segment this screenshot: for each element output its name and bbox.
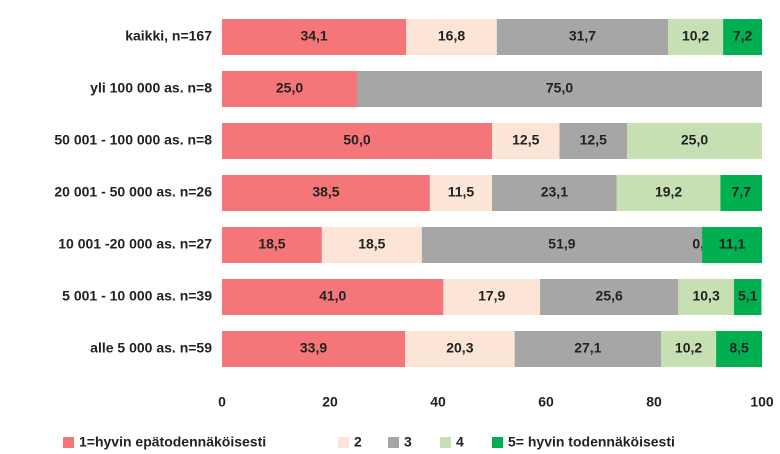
x-tick-label: 60 (538, 394, 554, 410)
value-label: 10,2 (682, 28, 709, 44)
bar-segment (421, 227, 703, 263)
legend-swatch (440, 437, 451, 448)
bar-segment (222, 19, 407, 55)
x-tick-label: 100 (750, 394, 774, 410)
value-label: 25,0 (681, 132, 708, 148)
value-label: 51,9 (548, 236, 575, 252)
bar-segment (514, 331, 662, 367)
x-tick-label: 80 (646, 394, 662, 410)
value-label: 38,5 (312, 184, 339, 200)
value-label: 10,3 (692, 288, 719, 304)
value-label: 25,0 (276, 80, 303, 96)
bar-segment (222, 227, 322, 263)
bar-segment (222, 279, 444, 315)
bar-segment (492, 175, 617, 211)
value-label: 16,8 (438, 28, 465, 44)
value-label: 25,6 (596, 288, 623, 304)
x-tick-label: 0 (218, 394, 226, 410)
value-label: 7,2 (733, 28, 753, 44)
bar-segment (540, 279, 679, 315)
bar-segment (723, 19, 762, 55)
value-label: 8,5 (729, 340, 749, 356)
bar-segment (222, 123, 492, 159)
category-label: yli 100 000 as. n=8 (90, 80, 212, 96)
value-label: 23,1 (541, 184, 568, 200)
bar-segment (357, 71, 762, 107)
value-label: 19,2 (655, 184, 682, 200)
bar-segment (492, 123, 560, 159)
legend-label: 5= hyvin todennäköisesti (508, 434, 675, 450)
value-label: 11,1 (719, 236, 746, 252)
category-label: 5 001 - 10 000 as. n=39 (62, 288, 212, 304)
value-label: 50,0 (343, 132, 370, 148)
category-label: alle 5 000 as. n=59 (90, 340, 212, 356)
x-tick-label: 40 (430, 394, 446, 410)
bar-segment (321, 227, 422, 263)
category-label: 10 001 -20 000 as. n=27 (58, 236, 212, 252)
value-label: 20,3 (446, 340, 473, 356)
bar-segment (733, 279, 762, 315)
bar-segment (627, 123, 762, 159)
legend-swatch (338, 437, 349, 448)
x-tick-label: 20 (322, 394, 338, 410)
legend-label: 4 (456, 434, 464, 450)
bar-segment (559, 123, 627, 159)
bar-segment (496, 19, 669, 55)
bar-segment (405, 331, 515, 367)
value-label: 41,0 (319, 288, 346, 304)
bar-segment (668, 19, 724, 55)
value-label: 75,0 (546, 80, 573, 96)
value-label: 34,1 (300, 28, 327, 44)
value-label: 11,5 (448, 184, 475, 200)
legend-label: 1=hyvin epätodennäköisesti (79, 434, 266, 450)
legend-label: 2 (354, 434, 362, 450)
value-label: 33,9 (300, 340, 327, 356)
value-label: 27,1 (574, 340, 601, 356)
bar-segment (716, 331, 762, 367)
category-label: kaikki, n=167 (125, 28, 212, 44)
category-label: 50 001 - 100 000 as. n=8 (54, 132, 212, 148)
value-label: 31,7 (569, 28, 596, 44)
value-label: 5,1 (738, 288, 758, 304)
value-label: 12,5 (512, 132, 539, 148)
value-label: 7,7 (731, 184, 751, 200)
bar-segment (222, 71, 357, 107)
category-label: 20 001 - 50 000 as. n=26 (54, 184, 212, 200)
bar-segment (429, 175, 492, 211)
bar-segment (222, 175, 430, 211)
bar-segment (661, 331, 717, 367)
bar-segment (720, 175, 762, 211)
value-label: 18,5 (258, 236, 285, 252)
bar-segment (443, 279, 541, 315)
value-label: 10,2 (675, 340, 702, 356)
bar-segment (678, 279, 734, 315)
bar-segment (222, 331, 406, 367)
value-label: 17,9 (478, 288, 505, 304)
bar-segment (406, 19, 497, 55)
value-label: 12,5 (580, 132, 607, 148)
legend-swatch (388, 437, 399, 448)
legend-swatch (492, 437, 503, 448)
legend-label: 3 (404, 434, 412, 450)
bar-segment (616, 175, 721, 211)
value-label: 18,5 (358, 236, 385, 252)
legend-swatch (63, 437, 74, 448)
bar-segment (702, 227, 762, 263)
